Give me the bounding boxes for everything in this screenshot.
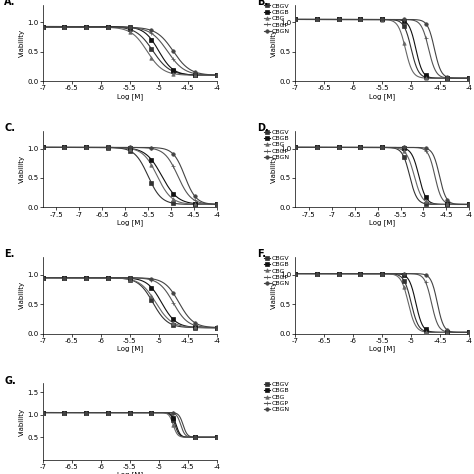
X-axis label: Log [M]: Log [M] — [117, 219, 143, 226]
X-axis label: Log [M]: Log [M] — [369, 93, 395, 100]
Legend: CBGV, CBGB, CBG, CBGP, CBGN: CBGV, CBGB, CBG, CBGP, CBGN — [264, 255, 290, 286]
Y-axis label: Viability: Viability — [18, 155, 25, 183]
Text: E.: E. — [4, 249, 15, 259]
Legend: CBGV, CBGB, CBG, CBGP, CBGN: CBGV, CBGB, CBG, CBGP, CBGN — [264, 129, 290, 160]
Text: D.: D. — [257, 123, 269, 133]
Y-axis label: Viability: Viability — [271, 29, 277, 57]
Y-axis label: Viability: Viability — [18, 29, 25, 57]
Y-axis label: Viability: Viability — [18, 281, 25, 310]
Text: G.: G. — [4, 376, 16, 386]
X-axis label: Log [M]: Log [M] — [369, 345, 395, 352]
Text: B.: B. — [257, 0, 268, 7]
Y-axis label: Viability: Viability — [271, 281, 277, 310]
Y-axis label: Viability: Viability — [18, 408, 25, 436]
Text: F.: F. — [257, 249, 266, 259]
X-axis label: Log [M]: Log [M] — [369, 219, 395, 226]
Y-axis label: Viability: Viability — [271, 155, 277, 183]
Text: A.: A. — [4, 0, 16, 7]
X-axis label: Log [M]: Log [M] — [117, 93, 143, 100]
X-axis label: Log [M]: Log [M] — [117, 345, 143, 352]
Legend: CBGV, CBGB, CBG, CBGP, CBGN: CBGV, CBGB, CBG, CBGP, CBGN — [264, 382, 290, 412]
Text: C.: C. — [4, 123, 15, 133]
X-axis label: Log [M]: Log [M] — [117, 471, 143, 474]
Legend: CBGV, CBGB, CBG, CBGP, CBGN: CBGV, CBGB, CBG, CBGP, CBGN — [264, 3, 290, 34]
